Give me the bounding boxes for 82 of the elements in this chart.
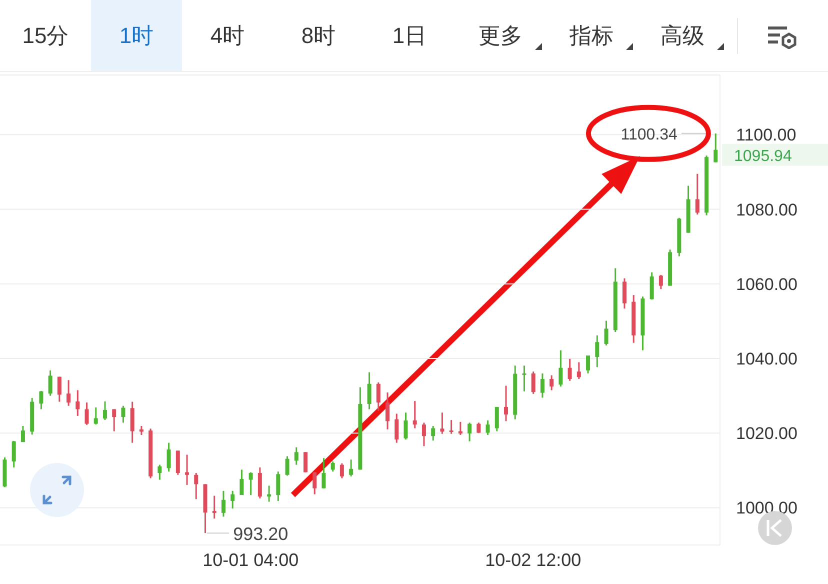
candlestick [212, 495, 216, 520]
text: 1095.94 [734, 148, 792, 165]
candlestick [650, 272, 654, 300]
candlestick [12, 440, 16, 468]
candlestick [84, 402, 89, 426]
candlestick [714, 132, 718, 164]
candlestick [48, 370, 52, 397]
candlestick [276, 470, 280, 502]
candlestick [340, 462, 344, 479]
candlestick [66, 379, 71, 407]
candlestick [166, 442, 171, 472]
candlestick [458, 421, 462, 436]
candlestick [240, 468, 244, 496]
candlestick [586, 354, 590, 374]
y-tick-label: 1080.00 [736, 200, 798, 220]
text: 高级 [660, 22, 704, 50]
annotation: 993.20 [233, 524, 288, 544]
annotation: 1100.34 [620, 126, 678, 144]
candlestick [158, 464, 162, 480]
candlestick [185, 454, 190, 486]
text: 15分 [22, 22, 69, 50]
candlestick [486, 420, 490, 436]
candlestick [121, 405, 126, 424]
candlestick [604, 320, 608, 346]
candlestick [622, 278, 626, 310]
candlestick [20, 425, 25, 443]
candlestick [349, 458, 354, 478]
x-tick-label: 10-01 04:00 [202, 550, 299, 570]
candlestick [130, 401, 134, 444]
candlestick [494, 406, 499, 432]
text: 1时 [119, 22, 154, 50]
candlestick [404, 412, 408, 440]
candlestick [422, 422, 426, 447]
candlestick [394, 412, 399, 444]
text: 8时 [301, 22, 336, 50]
candlestick [376, 382, 380, 412]
text: 指标 [570, 22, 614, 50]
text: 1日 [392, 22, 427, 50]
candlestick [230, 490, 235, 510]
candlestick [412, 400, 417, 429]
candlestick [39, 390, 44, 410]
candlestick [540, 372, 544, 398]
y-tick-label: 1060.00 [736, 274, 798, 294]
candlestick [576, 361, 581, 380]
candlestick [695, 173, 700, 216]
candlestick [367, 372, 372, 410]
candlestick [294, 446, 298, 466]
candlestick [221, 490, 226, 518]
y-tick-label: 1000.00 [736, 498, 798, 518]
candlestick [658, 274, 663, 290]
candlestick [330, 460, 335, 472]
candlestick [595, 334, 600, 368]
y-tick-label: 1020.00 [736, 424, 798, 444]
candlestick [431, 425, 436, 442]
candlestick [285, 455, 290, 476]
candlestick [504, 384, 508, 422]
x-tick-label: 10-02 12:00 [485, 550, 582, 570]
candlestick [531, 370, 536, 395]
candlestick [112, 408, 116, 432]
candlestick [476, 422, 481, 434]
candlestick [322, 457, 326, 490]
candlestick [176, 450, 180, 476]
candlestick [550, 374, 554, 391]
candlestick [558, 350, 563, 388]
candlestick [522, 364, 526, 392]
candlestick [568, 358, 572, 382]
text: 4时 [210, 22, 245, 50]
candlestick [258, 466, 262, 500]
candlestick [57, 376, 62, 403]
candlestick [468, 422, 472, 442]
y-tick-label: 1100.00 [736, 126, 796, 145]
candlestick [102, 400, 107, 421]
candlestick [440, 412, 444, 435]
candlestick [449, 419, 454, 435]
candlestick [312, 472, 317, 496]
y-tick-label: 1040.00 [736, 350, 798, 369]
candlestick [94, 406, 98, 426]
candlestick [248, 472, 253, 496]
candlestick [76, 389, 80, 417]
candlestick [194, 472, 198, 500]
text: 更多 [478, 22, 522, 50]
candlestick [386, 392, 390, 430]
